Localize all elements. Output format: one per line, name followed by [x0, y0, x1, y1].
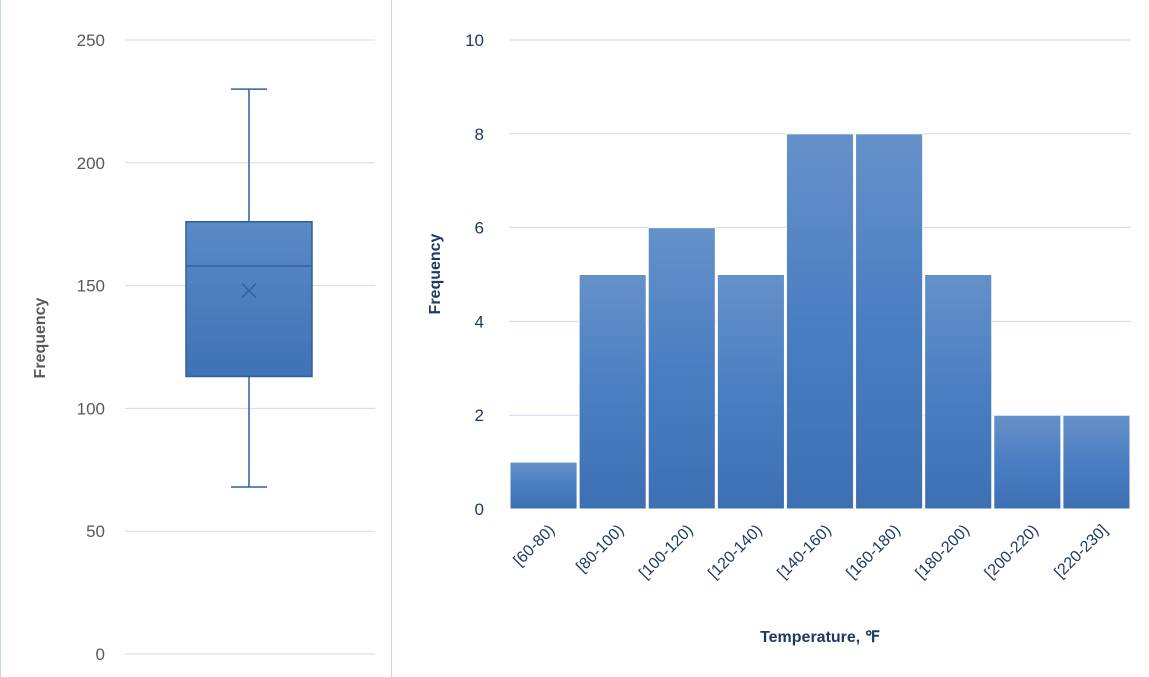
y-tick-label: 10	[465, 31, 484, 50]
x-tick-label: [60-80)	[511, 522, 559, 570]
y-tick-label: 50	[86, 522, 105, 541]
x-tick-label: [180-200)	[913, 522, 973, 582]
y-tick-label: 200	[77, 154, 105, 173]
x-tick-label: [200-220)	[982, 522, 1042, 582]
x-tick-label: [220-230]	[1051, 522, 1111, 582]
box-plot-chart: 0 50 100 150 200 250 Frequency	[32, 31, 375, 664]
histogram-bar	[785, 133, 855, 510]
mean-marker	[241, 282, 257, 299]
histogram-panel: 0 2 4 6 8 10 [60-80) [80-100) [100-120) [120-140…	[392, 0, 1149, 677]
histogram-bar	[716, 274, 785, 510]
histogram-bar	[993, 414, 1062, 510]
y-tick-label: 8	[475, 125, 484, 144]
y-tick-label: 2	[475, 406, 484, 425]
x-axis-title: Temperature, ℉	[760, 629, 880, 646]
y-tick-label: 150	[77, 277, 105, 296]
box-plot-panel: 0 50 100 150 200 250 Frequency	[0, 0, 392, 677]
y-tick-label: 100	[77, 399, 105, 418]
y-tick-label: 0	[96, 645, 105, 664]
histogram-chart: 0 2 4 6 8 10 [60-80) [80-100) [100-120) [120-140…	[427, 31, 1131, 646]
y-axis-title: Frequency	[427, 233, 444, 314]
x-tick-label: [160-180)	[843, 522, 903, 582]
iqr-box	[185, 220, 313, 378]
y-axis-title: Frequency	[32, 297, 49, 378]
histogram-bar	[1062, 414, 1131, 510]
histogram-bar	[509, 461, 578, 510]
x-tick-label: [100-120)	[636, 522, 696, 582]
y-tick-label: 0	[475, 500, 484, 519]
y-tick-label: 4	[475, 312, 484, 331]
x-tick-label: [120-140)	[705, 522, 765, 582]
y-tick-label: 6	[475, 219, 484, 238]
histogram-bar	[855, 133, 924, 510]
histogram-bar	[924, 274, 993, 510]
y-tick-label: 250	[77, 31, 105, 50]
histogram-bar	[647, 227, 716, 510]
histogram-bar	[578, 274, 647, 510]
x-tick-label: [80-100)	[573, 522, 627, 576]
x-tick-label: [140-160)	[774, 522, 834, 582]
